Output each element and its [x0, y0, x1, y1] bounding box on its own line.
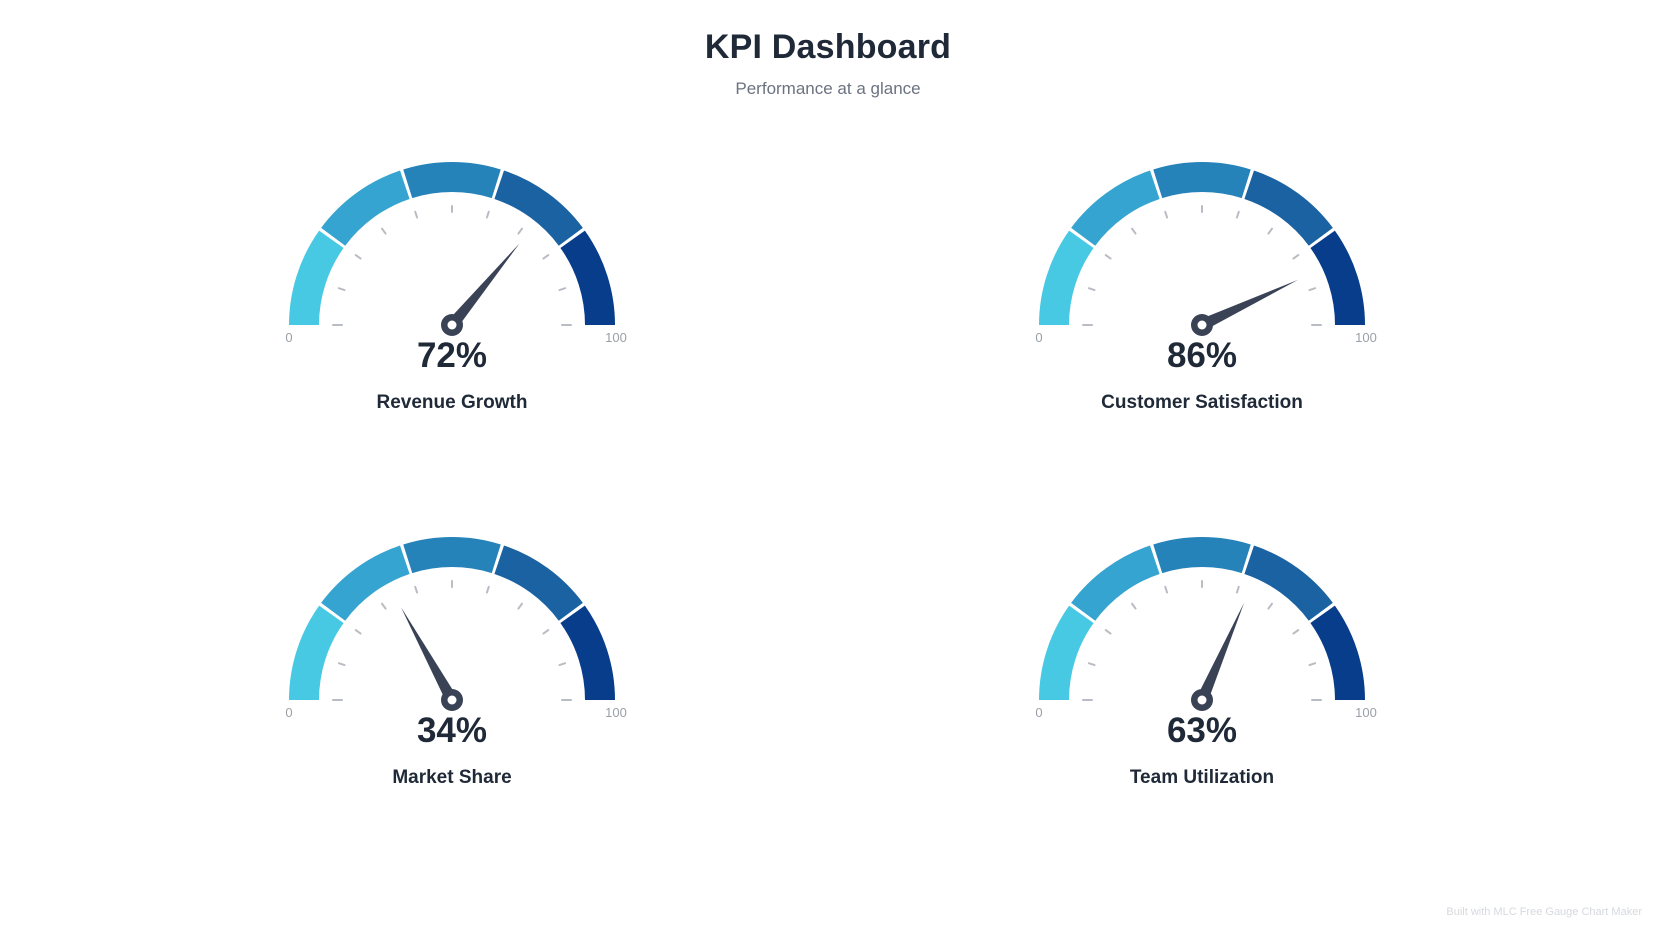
footer-credit: Built with MLC Free Gauge Chart Maker [1446, 906, 1642, 918]
gauge-band [1039, 230, 1094, 325]
gauge-tick [1104, 254, 1112, 260]
gauge-band [1310, 605, 1365, 700]
gauge-tick [1267, 602, 1273, 610]
gauge-max-label: 100 [605, 705, 627, 720]
gauge-value: 86% [1166, 336, 1238, 375]
gauge-svg: 0 100 [1035, 162, 1377, 345]
gauge-tick [1164, 585, 1169, 594]
gauge-tick [414, 210, 419, 219]
gauge-needle-hub-center [447, 695, 457, 705]
gauge-svg: 0 100 [285, 537, 627, 720]
gauge-revenue-growth: 0 100 72% Revenue Growth [232, 140, 672, 460]
gauge-tick [1087, 287, 1096, 292]
gauge-band [1071, 545, 1160, 621]
gauge-tick [517, 227, 523, 235]
gauge-label: Market Share [392, 767, 512, 788]
gauge-tick [354, 629, 362, 635]
gauge-tick [381, 602, 387, 610]
gauge-label: Customer Satisfaction [1101, 392, 1303, 413]
gauge-tick [558, 662, 567, 667]
gauge-band [560, 230, 615, 325]
gauge-tick [1292, 629, 1300, 635]
gauge-tick [517, 602, 523, 610]
gauge-value: 63% [1166, 711, 1238, 750]
gauge-max-label: 100 [1355, 705, 1377, 720]
gauge-max-label: 100 [605, 330, 627, 345]
gauge-tick [1104, 629, 1112, 635]
gauge-tick [337, 662, 346, 667]
gauge-tick [1267, 227, 1273, 235]
gauge-svg: 0 100 [1035, 537, 1377, 720]
gauge-tick [1308, 662, 1317, 667]
gauge-customer-satisfaction: 0 100 86% Customer Satisfaction [982, 140, 1422, 460]
gauge-band [1310, 230, 1365, 325]
gauge-tick [1087, 662, 1096, 667]
gauge-tick [381, 227, 387, 235]
gauge-band [289, 230, 344, 325]
gauge-tick [1292, 254, 1300, 260]
gauge-band [1071, 170, 1160, 246]
gauge-min-label: 0 [1035, 330, 1042, 345]
gauge-band [321, 545, 410, 621]
gauge-tick [1235, 585, 1240, 594]
gauge-max-label: 100 [1355, 330, 1377, 345]
gauge-min-label: 0 [285, 330, 292, 345]
gauge-band [1244, 170, 1333, 246]
gauge-tick [542, 629, 550, 635]
gauge-needle [1196, 602, 1245, 703]
gauge-value: 34% [416, 711, 488, 750]
gauge-market-share: 0 100 34% Market Share [232, 515, 672, 835]
gauge-svg: 0 100 [285, 162, 627, 345]
gauge-tick [1164, 210, 1169, 219]
gauge-band [494, 170, 583, 246]
gauge-tick [1235, 210, 1240, 219]
gauge-band [560, 605, 615, 700]
gauge-band [403, 162, 501, 199]
gauge-band [1039, 605, 1094, 700]
gauge-tick [414, 585, 419, 594]
gauge-needle [1199, 279, 1298, 331]
gauge-tick [1131, 602, 1137, 610]
gauge-tick [542, 254, 550, 260]
gauge-tick [485, 210, 490, 219]
gauge-needle-hub-center [447, 320, 457, 330]
gauge-tick [1308, 287, 1317, 292]
gauge-team-utilization: 0 100 63% Team Utilization [982, 515, 1422, 835]
gauge-needle [447, 243, 520, 329]
gauge-tick [1131, 227, 1137, 235]
gauge-needle [400, 607, 458, 703]
gauge-band [1244, 545, 1333, 621]
page-subtitle: Performance at a glance [735, 79, 921, 98]
gauge-band [289, 605, 344, 700]
gauge-band [494, 545, 583, 621]
gauge-band [1153, 537, 1251, 574]
gauge-needle-hub-center [1197, 320, 1207, 330]
gauge-band [1153, 162, 1251, 199]
gauge-label: Revenue Growth [376, 392, 528, 413]
gauge-needle-hub-center [1197, 695, 1207, 705]
gauge-tick [558, 287, 567, 292]
gauge-tick [354, 254, 362, 260]
gauge-band [321, 170, 410, 246]
gauge-value: 72% [416, 336, 488, 375]
gauge-band [403, 537, 501, 574]
gauge-label: Team Utilization [1129, 767, 1275, 788]
gauge-min-label: 0 [1035, 705, 1042, 720]
gauge-min-label: 0 [285, 705, 292, 720]
gauge-tick [485, 585, 490, 594]
page-title: KPI Dashboard [704, 28, 952, 66]
gauge-tick [337, 287, 346, 292]
